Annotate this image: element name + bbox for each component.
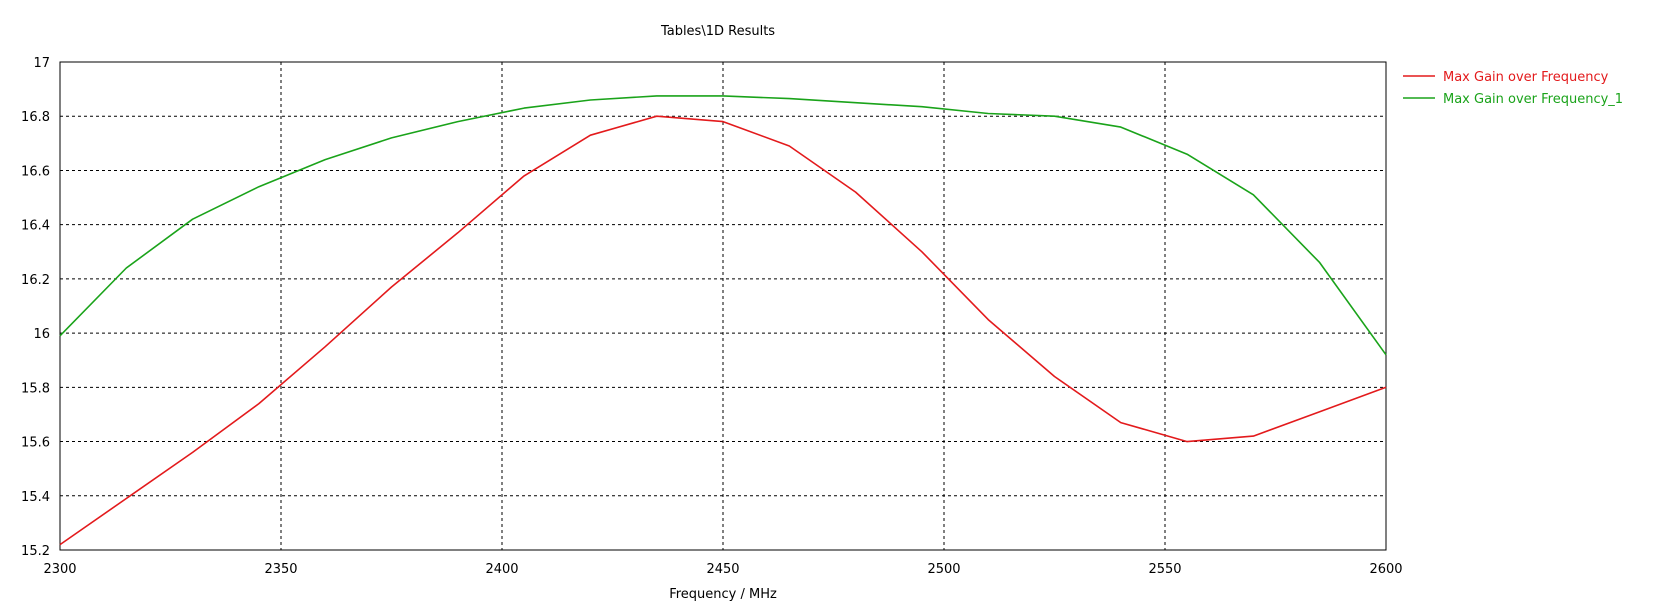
x-axis-ticks: 2300 2350 2400 2450 2500 2550 2600: [43, 562, 1402, 577]
series-lines: [59, 95, 1387, 546]
x-tick-label: 2300: [43, 562, 76, 577]
y-tick-label: 15.2: [21, 544, 50, 559]
y-tick-label: 16.6: [21, 164, 50, 179]
y-tick-label: 16.2: [21, 273, 50, 288]
y-tick-label: 15.8: [21, 381, 50, 396]
series-line-2: [59, 95, 1387, 356]
legend-label-1: Max Gain over Frequency: [1443, 70, 1609, 85]
y-tick-label: 16: [33, 327, 50, 342]
x-axis-label: Frequency / MHz: [669, 587, 777, 602]
y-tick-label: 17: [33, 56, 50, 71]
x-tick-label: 2500: [927, 562, 960, 577]
series-line-1: [59, 115, 1387, 546]
y-axis-ticks: 15.2 15.4 15.6 15.8 16 16.2 16.4 16.6 16.8 17: [21, 56, 50, 559]
x-tick-label: 2400: [485, 562, 518, 577]
y-tick-label: 16.8: [21, 110, 50, 125]
legend: Max Gain over Frequency Max Gain over Fre…: [1403, 70, 1623, 107]
grid-lines: [60, 62, 1386, 550]
x-tick-label: 2350: [264, 562, 297, 577]
y-tick-label: 15.4: [21, 490, 50, 505]
x-tick-label: 2600: [1369, 562, 1402, 577]
x-tick-label: 2450: [706, 562, 739, 577]
plot-area: [59, 61, 1387, 551]
y-tick-label: 15.6: [21, 436, 50, 451]
legend-label-2: Max Gain over Frequency_1: [1443, 92, 1623, 107]
chart-title: Tables\1D Results: [660, 24, 775, 39]
y-tick-label: 16.4: [21, 219, 50, 234]
x-tick-label: 2550: [1148, 562, 1181, 577]
